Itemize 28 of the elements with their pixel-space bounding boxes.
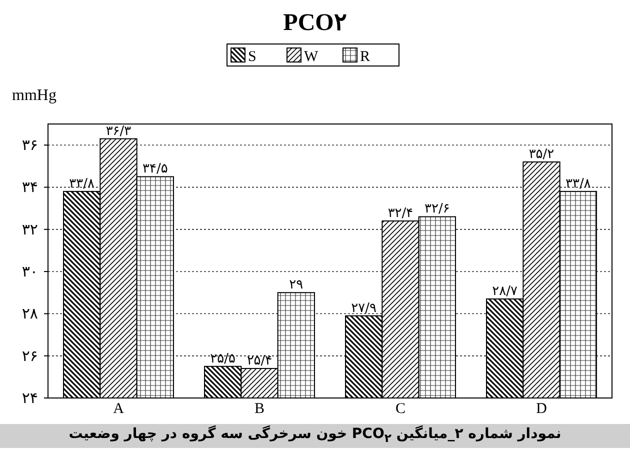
y-tick-label: ۳۶: [22, 136, 38, 154]
data-label: ۲۷/۹: [351, 300, 377, 316]
y-tick-label: ۲۴: [22, 389, 38, 407]
data-label: ۳۳/۸: [69, 176, 95, 192]
x-tick-label: B: [254, 401, 265, 417]
data-label: ۳۲/۴: [388, 206, 414, 221]
y-tick-label: ۳۴: [22, 178, 38, 196]
x-tick-label: C: [395, 401, 406, 417]
data-label: ۲۵/۵: [210, 351, 236, 366]
data-label: ۳۴/۵: [142, 162, 168, 177]
legend-label: R: [360, 49, 370, 65]
y-axis-title: mmHg: [12, 87, 56, 104]
data-label: ۳۵/۲: [528, 146, 554, 162]
legend-label: W: [304, 49, 319, 65]
data-label: ۳۲/۶: [424, 202, 450, 217]
y-tick-label: ۲۸: [22, 304, 38, 323]
data-label: ۳۳/۸: [565, 176, 591, 192]
x-tick-label: D: [536, 401, 548, 417]
y-tick-label: ۳۰: [22, 262, 38, 281]
y-tick-label: ۳۲: [22, 220, 38, 238]
data-label: ۲۹: [289, 278, 304, 293]
chart-title: PCO۲: [283, 10, 347, 36]
data-label: ۲۸/۷: [492, 284, 518, 299]
legend-label: S: [248, 49, 256, 65]
y-tick-label: ۲۶: [22, 346, 38, 365]
x-tick-label: A: [113, 401, 124, 417]
data-label: ۲۵/۴: [246, 353, 272, 368]
data-label: ۳۶/۳: [106, 124, 132, 139]
